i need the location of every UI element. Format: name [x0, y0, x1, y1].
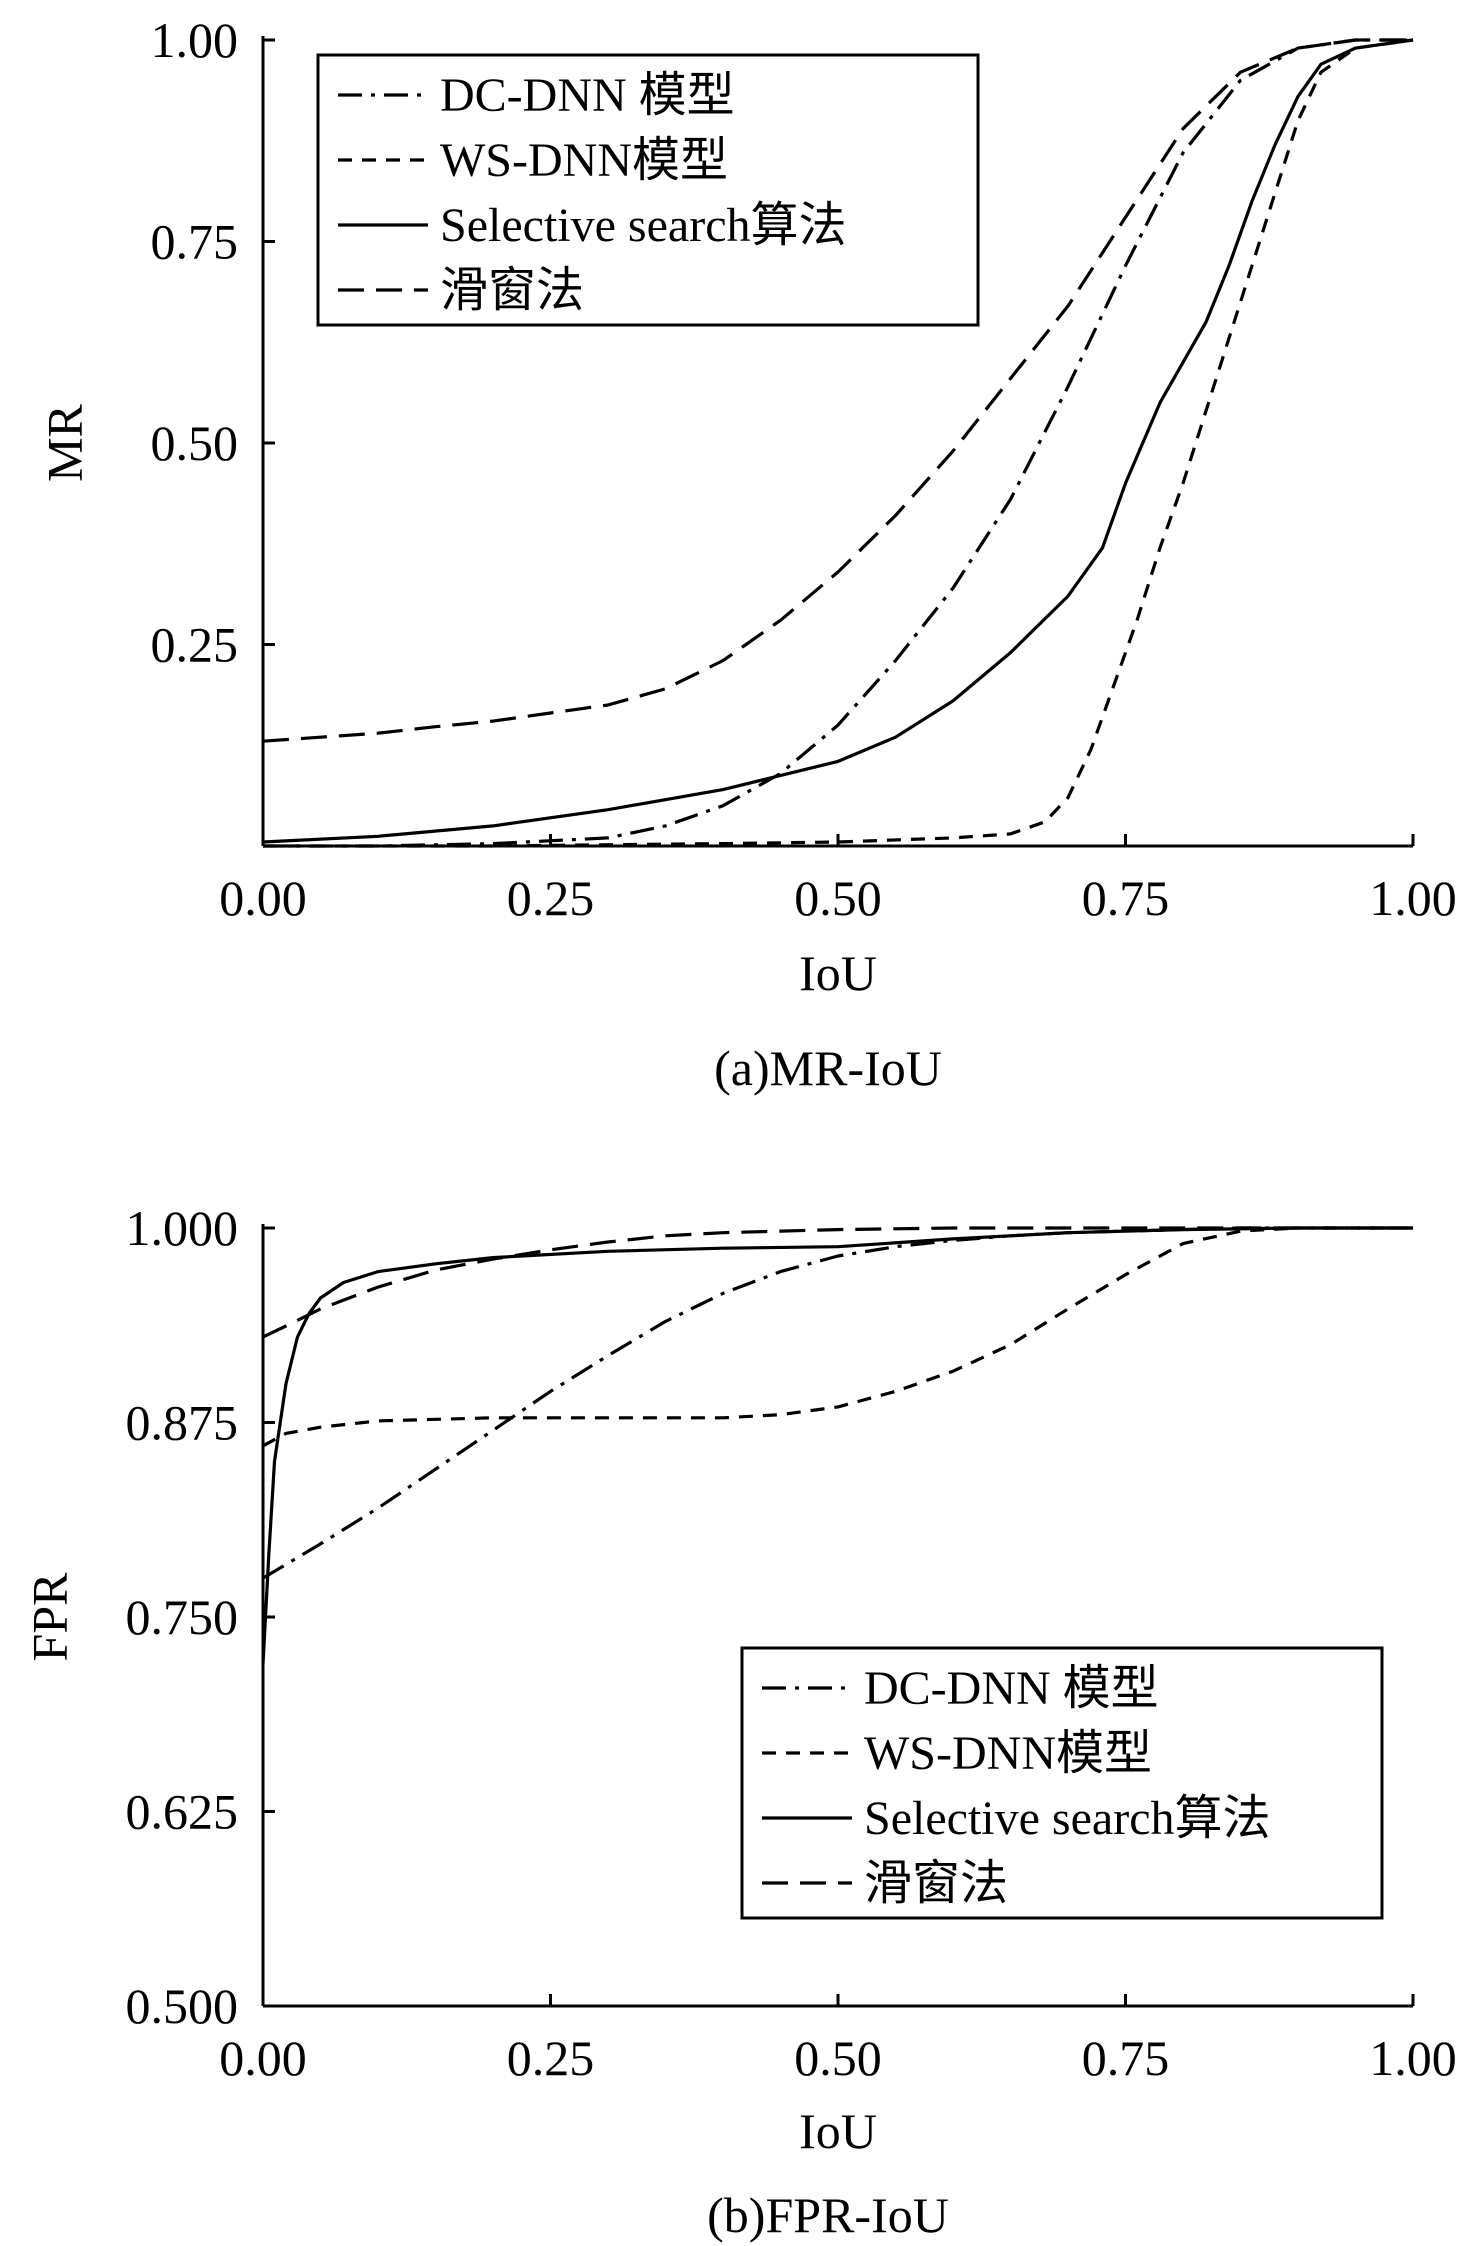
- chart-b-y-tick-label: 0.625: [126, 1784, 239, 1840]
- chart-b-series-line-3: [261, 1226, 1413, 1664]
- chart-a-legend-label-1: DC-DNN 模型: [440, 69, 735, 122]
- chart-b-caption: (b)FPR-IoU: [707, 2187, 949, 2243]
- chart-a-series-line-4: [262, 38, 1413, 743]
- chart-b-series-group: [261, 1226, 1413, 1664]
- chart-b-series-line-4: [262, 1226, 1413, 1339]
- chart-a-y-tick-label: 0.50: [151, 415, 239, 471]
- chart-b-legend-box: [740, 1646, 1384, 1920]
- chart-a-y-tick-label: 0.25: [151, 617, 239, 673]
- chart-b-y-tick-label: 0.500: [126, 1978, 239, 2034]
- chart-b-x-tick-label: 0.75: [1082, 2030, 1170, 2086]
- chart-a-caption: (a)MR-IoU: [714, 1040, 942, 1096]
- chart-a-y-axis-label: MR: [36, 403, 92, 481]
- chart-b-legend-label-2: WS-DNN模型: [864, 1727, 1152, 1780]
- chart-a-series-line-2: [263, 38, 1414, 848]
- chart-a-x-tick-label: 0.75: [1082, 870, 1170, 926]
- chart-b-x-tick-label: 1.00: [1369, 2030, 1457, 2086]
- chart-b-x-tick-label: 0.25: [507, 2030, 595, 2086]
- chart-b-y-axis-label: FPR: [21, 1572, 77, 1662]
- chart-a-series-group: [262, 38, 1414, 848]
- chart-b-y-tick-label: 0.875: [126, 1395, 239, 1451]
- chart-a-x-tick-label: 0.00: [219, 870, 307, 926]
- chart-b-legend-label-4: 滑窗法: [864, 1857, 1008, 1910]
- chart-a-ticks: 0.00 0.25 0.50 0.75 1.00 0.25 0.50 0.75 1.00: [151, 12, 1457, 926]
- chart-a-legend-label-4: 滑窗法: [440, 264, 584, 317]
- chart-a-series-line-3: [262, 38, 1414, 844]
- chart-mr-iou: 0.00 0.25 0.50 0.75 1.00 0.25 0.50 0.75 1.00 IoU…: [36, 12, 1456, 1096]
- chart-a-legend-box: [316, 53, 980, 327]
- chart-b-x-tick-label: 0.50: [794, 2030, 882, 2086]
- chart-a-y-tick-label: 1.00: [151, 12, 239, 68]
- chart-b-ticks: 0.00 0.25 0.50 0.75 1.00 0.500 0.625 0.750 0.875…: [126, 1200, 1457, 2086]
- chart-a-x-axis-label: IoU: [799, 945, 877, 1001]
- chart-b-series-line-2: [262, 1226, 1413, 1448]
- chart-b-y-tick-label: 1.000: [126, 1200, 239, 1256]
- chart-a-y-tick-label: 0.75: [151, 214, 239, 270]
- chart-b-legend-label-1: DC-DNN 模型: [864, 1662, 1159, 1715]
- chart-b-legend-label-3: Selective search算法: [864, 1792, 1271, 1845]
- chart-a-x-tick-label: 0.50: [794, 870, 882, 926]
- chart-a-legend-label-2: WS-DNN模型: [440, 134, 728, 187]
- chart-b-series-line-1: [262, 1226, 1413, 1580]
- chart-fpr-iou: 0.00 0.25 0.50 0.75 1.00 0.500 0.625 0.750 0.875…: [21, 1200, 1456, 2243]
- chart-a-series-line-1: [263, 38, 1413, 848]
- chart-b-y-tick-label: 0.750: [126, 1589, 239, 1645]
- chart-a-legend-label-3: Selective search算法: [440, 199, 847, 252]
- chart-b-x-axis-label: IoU: [799, 2103, 877, 2159]
- chart-a-x-tick-label: 0.25: [507, 870, 595, 926]
- chart-b-x-tick-label: 0.00: [219, 2030, 307, 2086]
- chart-a-x-tick-label: 1.00: [1369, 870, 1457, 926]
